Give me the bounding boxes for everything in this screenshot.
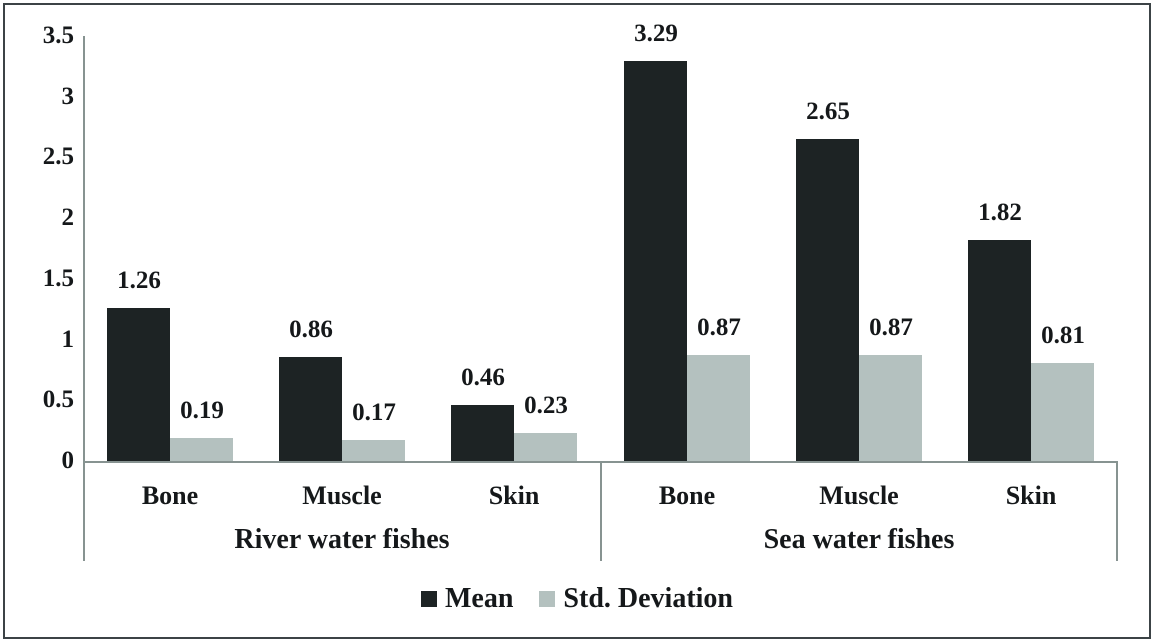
value-label-mean-river-water-fishes-muscle: 0.86 xyxy=(289,316,333,343)
bar-std-deviation-sea-water-fishes-skin xyxy=(1031,363,1094,461)
category-label-river-water-fishes-bone: Bone xyxy=(141,481,199,510)
value-label-std-deviation-river-water-fishes-skin: 0.23 xyxy=(524,392,568,419)
bar-mean-river-water-fishes-skin xyxy=(451,405,514,461)
bar-std-deviation-river-water-fishes-bone xyxy=(170,438,233,461)
bar-std-deviation-sea-water-fishes-muscle xyxy=(859,355,922,461)
value-label-mean-sea-water-fishes-bone: 3.29 xyxy=(634,20,678,47)
legend-marker-std-deviation-icon xyxy=(539,591,556,607)
category-label-sea-water-fishes-skin: Skin xyxy=(1005,481,1057,510)
category-label-river-water-fishes-skin: Skin xyxy=(488,481,540,510)
bar-std-deviation-river-water-fishes-muscle xyxy=(342,440,405,461)
y-tick-label: 0.5 xyxy=(42,386,74,413)
value-label-mean-river-water-fishes-bone: 1.26 xyxy=(117,267,161,294)
value-label-mean-sea-water-fishes-skin: 1.82 xyxy=(978,199,1022,226)
value-label-mean-river-water-fishes-skin: 0.46 xyxy=(461,364,505,391)
y-tick-label: 1 xyxy=(61,326,75,353)
bar-mean-sea-water-fishes-muscle xyxy=(796,139,859,461)
bar-mean-river-water-fishes-bone xyxy=(107,308,170,461)
category-label-sea-water-fishes-bone: Bone xyxy=(658,481,716,510)
legend-label-mean: Mean xyxy=(444,583,514,614)
bar-std-deviation-river-water-fishes-skin xyxy=(514,433,577,461)
value-label-mean-sea-water-fishes-muscle: 2.65 xyxy=(806,98,850,125)
legend-label-std-deviation: Std. Deviation xyxy=(563,583,733,614)
y-axis-line xyxy=(83,36,85,561)
y-tick-label: 3.5 xyxy=(42,22,74,49)
category-label-river-water-fishes-muscle: Muscle xyxy=(302,481,382,510)
group-divider xyxy=(1116,461,1118,561)
legend-item-mean: Mean xyxy=(420,583,514,615)
bar-mean-sea-water-fishes-bone xyxy=(624,61,687,461)
y-tick-label: 1.5 xyxy=(42,265,74,292)
y-tick-label: 0 xyxy=(61,447,75,474)
value-label-std-deviation-river-water-fishes-bone: 0.19 xyxy=(180,397,224,424)
group-label-sea-water-fishes: Sea water fishes xyxy=(763,524,955,555)
legend-marker-mean-icon xyxy=(420,591,437,607)
bar-mean-sea-water-fishes-skin xyxy=(968,240,1031,461)
y-tick-label: 3 xyxy=(61,83,75,110)
bar-mean-river-water-fishes-muscle xyxy=(279,357,342,461)
bar-std-deviation-sea-water-fishes-bone xyxy=(687,355,750,461)
category-label-sea-water-fishes-muscle: Muscle xyxy=(819,481,899,510)
legend-item-std-deviation: Std. Deviation xyxy=(539,583,733,615)
value-label-std-deviation-sea-water-fishes-skin: 0.81 xyxy=(1041,322,1085,349)
value-label-std-deviation-river-water-fishes-muscle: 0.17 xyxy=(352,399,396,426)
group-divider xyxy=(600,461,602,561)
value-label-std-deviation-sea-water-fishes-muscle: 0.87 xyxy=(869,314,913,341)
value-label-std-deviation-sea-water-fishes-bone: 0.87 xyxy=(697,314,741,341)
legend: Mean Std. Deviation xyxy=(0,583,1154,615)
group-label-river-water-fishes: River water fishes xyxy=(234,524,450,555)
y-tick-label: 2.5 xyxy=(42,143,74,170)
y-tick-label: 2 xyxy=(61,204,75,231)
